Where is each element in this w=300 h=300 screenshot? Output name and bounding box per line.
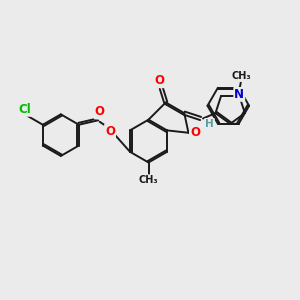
Text: CH₃: CH₃ [139,175,158,185]
Text: O: O [155,74,165,87]
Text: O: O [95,106,105,118]
Text: H: H [205,119,214,129]
Text: O: O [190,126,200,139]
Text: Cl: Cl [18,103,31,116]
Text: O: O [105,125,115,138]
Text: CH₃: CH₃ [232,71,251,81]
Text: N: N [234,88,244,101]
